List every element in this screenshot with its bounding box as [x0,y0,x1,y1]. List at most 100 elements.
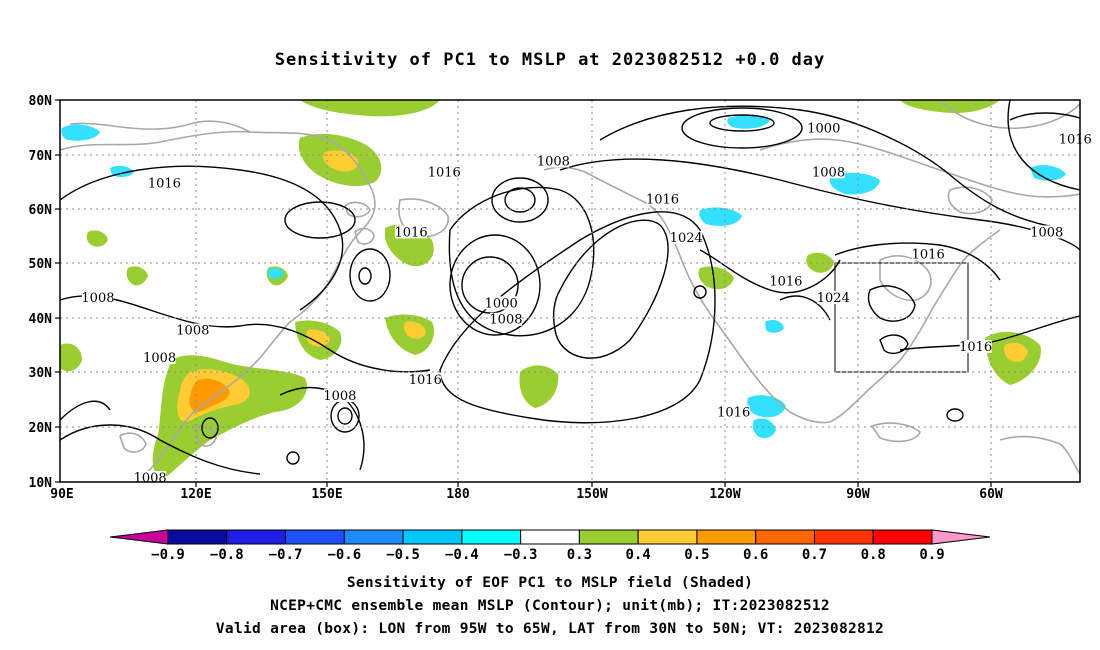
contour-label-1024: 1024 [670,231,703,246]
colorbar-right-tip [931,529,991,545]
contour-label-1008: 1008 [176,324,209,339]
contour-label-1016: 1016 [912,247,945,262]
isobar-na-1016 [834,242,1001,281]
colorbar-tick-label: −0.3 [504,547,538,563]
colorbar-tick-label: 0.3 [567,547,592,563]
colorbar-segment [872,529,933,545]
colorbar-segment [226,529,287,545]
contour-label-background [176,323,209,337]
colorbar-segment [343,529,404,545]
contour-label-background [912,247,945,261]
shade-cyan-region [268,267,284,279]
contour-label-1016: 1016 [769,275,802,290]
colorbar-tick-label: 0.9 [919,547,944,563]
colorbar-segment [578,529,639,545]
shade-green-region [698,266,734,290]
caption-valid-area: Valid area (box): LON from 95W to 65W, L… [215,621,885,637]
contour-label-1008: 1008 [134,471,167,486]
axis-ticks [55,99,992,487]
shade-green-region [300,100,440,117]
colorbar-segment [285,529,345,545]
contour-label-1000: 1000 [485,296,518,311]
lon-label: 120E [180,487,211,502]
contour-label-background [143,350,176,364]
lat-label: 60N [29,203,53,218]
contour-label-background [670,230,703,244]
shade-cyan-region [727,115,770,129]
contour-label-background [485,296,518,310]
lat-label: 20N [29,421,53,436]
shade-green-region [806,252,834,273]
isobar-low-small [504,187,536,213]
colorbar-segment [402,529,463,545]
colorbar-segment [813,529,874,545]
colorbar-tick-label: −0.9 [151,547,185,563]
shade-green-region [126,266,148,286]
contour-label-background [646,192,679,206]
contour-labels: 1016100810081008100810081016101610161008… [81,121,1092,486]
contour-label-1008: 1008 [489,313,522,328]
contour-label-background [395,225,428,239]
lon-label: 120W [709,487,740,502]
colorbar-tick-label: −0.5 [386,547,420,563]
contour-label-background [428,165,461,179]
lat-label: 30N [29,366,53,381]
lon-label: 150E [311,487,342,502]
shade-cyan-region [61,124,100,141]
isobar-1024-high [552,219,669,359]
colorbar-segment [637,529,698,545]
colorbar-tick-label: −0.7 [269,547,303,563]
colorbar-tick-label: −0.6 [327,547,361,563]
caption-shading: Sensitivity of EOF PC1 to MSLP field (Sh… [346,575,754,591]
lat-label: 10N [29,476,53,491]
contour-label-1016: 1016 [959,340,992,355]
lat-label: 50N [29,257,53,272]
contour-layer [60,100,1080,475]
shade-orange-region [189,378,230,412]
shade-cyan-region [747,395,786,418]
contour-label-background [769,274,802,288]
caption-contour: NCEP+CMC ensemble mean MSLP (Contour); u… [270,598,830,614]
map-frame [59,99,1081,483]
chart-title: Sensitivity of PC1 to MSLP at 2023082512… [274,50,826,70]
isobar-1016-low [448,186,595,337]
colorbar-segment [520,529,580,545]
contour-label-1008: 1008 [812,165,845,180]
shade-cyan-region [1030,165,1066,181]
shade-cyan-region [765,320,784,333]
contour-label-background [1030,225,1063,239]
contour-label-1008: 1008 [81,291,114,306]
contour-label-background [409,372,442,386]
colorbar [109,529,991,545]
colorbar-tick-label: 0.5 [684,547,709,563]
isobar-1008-low [449,234,541,336]
shade-green-region [900,100,1000,114]
lon-label: 60W [979,487,1003,502]
contour-label-background [323,389,356,403]
lon-label: 180 [446,487,470,502]
lon-label: 150W [576,487,607,502]
contour-label-1016: 1016 [148,176,181,191]
colorbar-tick-label: −0.8 [210,547,244,563]
colorbar-tick-label: 0.8 [861,547,886,563]
contour-label-1016: 1016 [395,225,428,240]
contour-label-background [81,290,114,304]
shade-yellow-region [404,321,426,339]
contour-label-background [959,340,992,354]
colorbar-segment [461,529,522,545]
shade-green-region [60,343,82,372]
isobar-low-small2 [491,177,549,223]
contour-label-background [537,154,570,168]
contour-label-1016: 1016 [717,406,750,421]
isobar-1000-arctic [709,114,775,132]
contour-label-1016: 1016 [646,193,679,208]
shade-cyan-region [752,418,776,439]
contour-label-1024: 1024 [817,291,850,306]
contour-label-1016: 1016 [409,373,442,388]
longitude-labels: 90E 120E 150E 180 150W 120W 90W 60W [50,487,1003,502]
shade-yellow-region [1004,342,1028,362]
lon-label: 90W [846,487,870,502]
colorbar-left-tip [109,529,169,545]
contour-label-background [148,176,181,190]
